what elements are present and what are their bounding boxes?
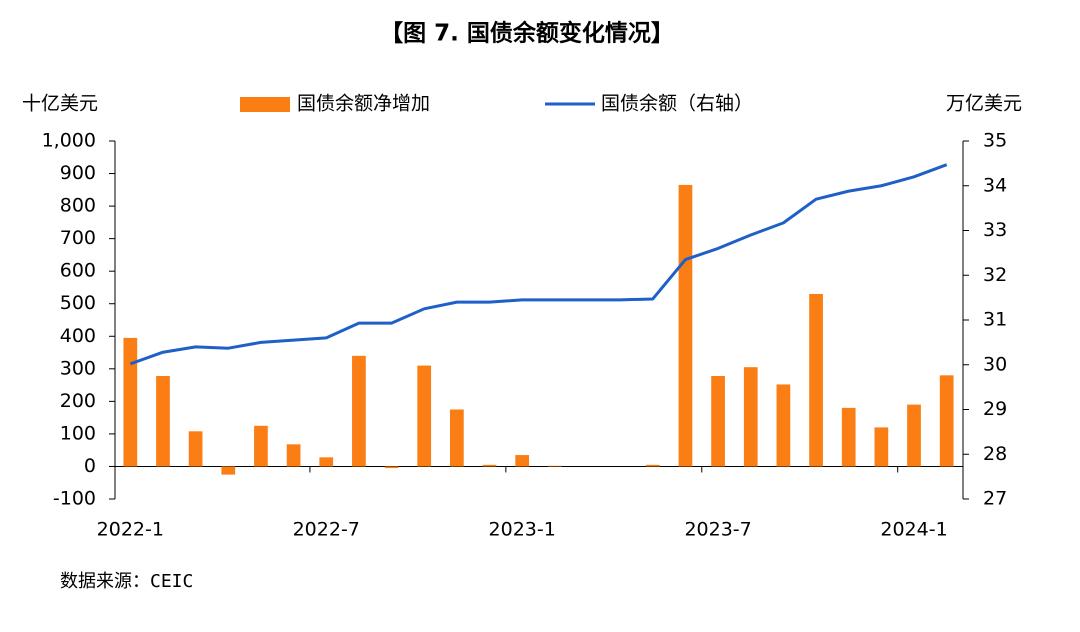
y2-tick-label: 28 (983, 443, 1007, 465)
legend-label: 国债余额净增加 (297, 93, 430, 115)
bar (221, 466, 236, 475)
bar (352, 355, 366, 467)
bar (450, 409, 464, 467)
y2-tick-label: 34 (983, 174, 1007, 196)
y-tick-label: 1,000 (42, 130, 96, 152)
bar (319, 457, 334, 467)
y-tick-label: -100 (53, 488, 96, 510)
bar (907, 404, 921, 467)
line (129, 163, 948, 366)
y-tick-label: 100 (60, 422, 96, 444)
bar (678, 184, 693, 467)
bar (776, 384, 791, 467)
chart-title: 【图 7. 国债余额变化情况】 (380, 20, 674, 47)
x-tick-label: 2024-1 (880, 519, 947, 541)
y2-tick-label: 27 (983, 488, 1007, 510)
bar (515, 455, 530, 467)
legend-label: 国债余额（右轴） (601, 93, 753, 115)
bar (254, 425, 268, 467)
x-tick-label: 2022-1 (97, 519, 164, 541)
y2-tick-label: 33 (983, 219, 1007, 241)
bar (743, 367, 758, 467)
y2-tick-label: 35 (983, 130, 1007, 152)
bar (547, 465, 562, 467)
bar (809, 293, 823, 467)
bar (286, 444, 301, 467)
bar (156, 375, 170, 467)
bar (482, 464, 497, 467)
y2-tick-label: 29 (983, 398, 1007, 420)
y2-tick-label: 30 (983, 353, 1007, 375)
bar (188, 431, 203, 467)
x-tick-label: 2023-1 (489, 519, 556, 541)
x-tick-label: 2023-7 (684, 519, 751, 541)
bar (123, 337, 138, 467)
y-tick-label: 700 (60, 227, 96, 249)
bar (417, 365, 432, 467)
x-tick-label: 2022-7 (293, 519, 360, 541)
y-tick-label: 800 (60, 195, 96, 217)
y-tick-label: 200 (60, 390, 96, 412)
y-axis-label: 十亿美元 (22, 93, 98, 115)
legend-swatch (240, 97, 290, 112)
y-tick-label: 0 (84, 455, 96, 477)
bar (645, 464, 660, 467)
y2-axis-label: 万亿美元 (946, 93, 1022, 115)
y2-tick-label: 31 (983, 309, 1007, 331)
y-tick-label: 300 (60, 357, 96, 379)
y2-tick-label: 32 (983, 264, 1007, 286)
y-tick-label: 900 (60, 162, 96, 184)
bar (939, 375, 954, 467)
y-tick-label: 600 (60, 260, 96, 282)
source-note: 数据来源：CEIC (60, 571, 193, 592)
bar (874, 427, 889, 467)
y-tick-label: 500 (60, 292, 96, 314)
y-tick-label: 400 (60, 325, 96, 347)
bar (711, 375, 725, 467)
bar (841, 407, 856, 467)
bar (384, 466, 399, 469)
